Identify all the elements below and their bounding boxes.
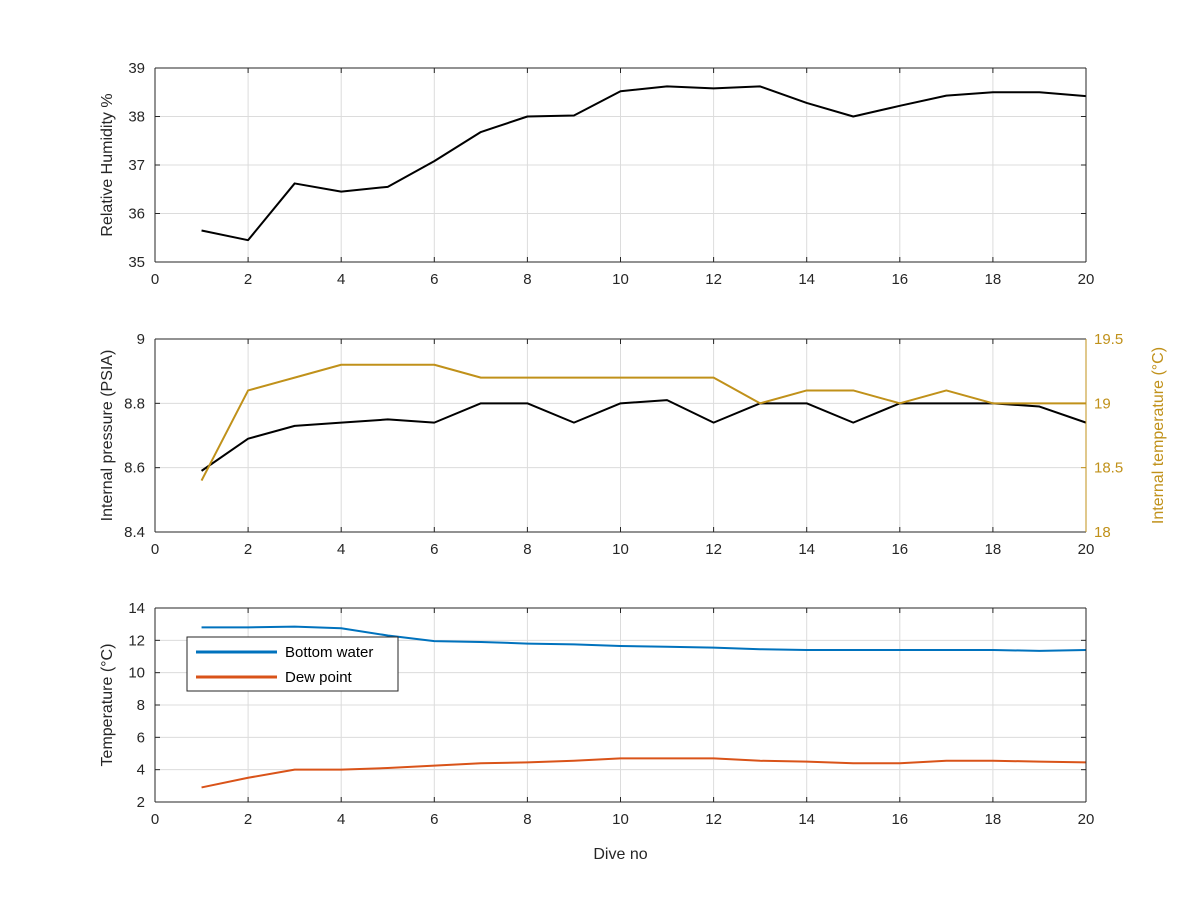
y-tick-label: 6 — [137, 729, 145, 746]
x-tick-label: 0 — [151, 541, 159, 558]
grid — [155, 68, 1086, 262]
x-tick-label: 2 — [244, 811, 252, 828]
x-tick-label: 16 — [891, 541, 908, 558]
x-tick-label: 20 — [1078, 271, 1095, 288]
series-line-2 — [200, 363, 1086, 481]
y-tick-label: 2 — [137, 794, 145, 811]
x-tick-label: 12 — [705, 811, 722, 828]
y-axis-label: Temperature (°C) — [99, 644, 116, 767]
y-tick-label: 35 — [128, 254, 145, 271]
y-tick-label: 8.6 — [124, 460, 145, 477]
x-tick-label: 16 — [891, 271, 908, 288]
y-tick-label: 10 — [128, 665, 145, 682]
x-tick-label: 6 — [430, 271, 438, 288]
series-line-1 — [201, 85, 1087, 242]
x-tick-label: 0 — [151, 271, 159, 288]
x-tick-label: 10 — [612, 271, 629, 288]
x-axis-label: Dive no — [593, 846, 647, 863]
x-tick-label: 12 — [705, 541, 722, 558]
x-tick-label: 4 — [337, 541, 345, 558]
y-tick-label: 38 — [128, 109, 145, 126]
y-tick-label: 12 — [128, 632, 145, 649]
x-tick-label: 10 — [612, 541, 629, 558]
legend-label: Bottom water — [285, 644, 373, 661]
x-tick-label: 18 — [985, 541, 1002, 558]
legend-label: Dew point — [285, 669, 353, 686]
y-tick-label: 14 — [128, 600, 145, 617]
x-tick-label: 16 — [891, 811, 908, 828]
x-tick-label: 4 — [337, 271, 345, 288]
x-tick-label: 2 — [244, 271, 252, 288]
x-tick-label: 20 — [1078, 541, 1095, 558]
y2-tick-label: 18.5 — [1094, 460, 1123, 477]
legend-box — [186, 636, 399, 692]
x-tick-label: 6 — [430, 811, 438, 828]
y-tick-label: 36 — [128, 206, 145, 223]
x-tick-label: 6 — [430, 541, 438, 558]
panel-1: 0 2 4 6 8 10 12 14 16 18 20 35 36 37 38 39 Relative Humi… — [99, 60, 1094, 288]
x-tick-label: 0 — [151, 811, 159, 828]
legend: Bottom water Dew point — [186, 636, 399, 692]
x-tick-label: 14 — [798, 541, 815, 558]
series-line-1 — [201, 625, 1087, 652]
x-tick-label: 2 — [244, 541, 252, 558]
x-tick-label: 4 — [337, 811, 345, 828]
y-axis-label: Relative Humidity % — [99, 93, 116, 236]
x-tick-label: 14 — [798, 811, 815, 828]
y-tick-label: 9 — [137, 331, 145, 348]
x-tick-label: 8 — [523, 271, 531, 288]
y-tick-label: 8.4 — [124, 524, 145, 541]
x-tick-label: 8 — [523, 811, 531, 828]
y2-tick-label: 19.5 — [1094, 331, 1123, 348]
panel-2: 0 2 4 6 8 10 12 14 16 18 208.48.68.891818.51919.5I… — [99, 331, 1167, 558]
series-line-2 — [201, 757, 1087, 789]
y2-tick-label: 18 — [1094, 524, 1111, 541]
x-tick-label: 8 — [523, 541, 531, 558]
y-tick-label: 37 — [128, 157, 145, 174]
y2-axis-label: Internal temperature (°C) — [1150, 347, 1167, 524]
x-tick-label: 20 — [1078, 811, 1095, 828]
series-line-1 — [200, 399, 1087, 472]
x-tick-label: 14 — [798, 271, 815, 288]
x-tick-label: 18 — [985, 811, 1002, 828]
x-tick-label: 18 — [985, 271, 1002, 288]
y-tick-label: 8.8 — [124, 395, 145, 412]
y2-tick-label: 19 — [1094, 395, 1111, 412]
y-axis-label: Internal pressure (PSIA) — [99, 350, 116, 522]
x-tick-label: 12 — [705, 271, 722, 288]
y-tick-label: 39 — [128, 60, 145, 77]
x-tick-label: 10 — [612, 811, 629, 828]
y-tick-label: 8 — [137, 697, 145, 714]
y-tick-label: 4 — [137, 762, 145, 779]
